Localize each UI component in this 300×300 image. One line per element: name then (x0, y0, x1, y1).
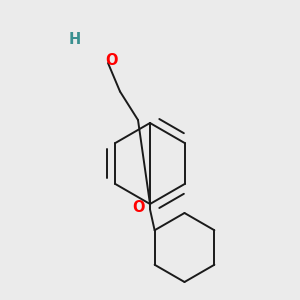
Text: O: O (132, 200, 145, 215)
Text: H: H (68, 32, 80, 46)
Text: O: O (105, 53, 118, 68)
